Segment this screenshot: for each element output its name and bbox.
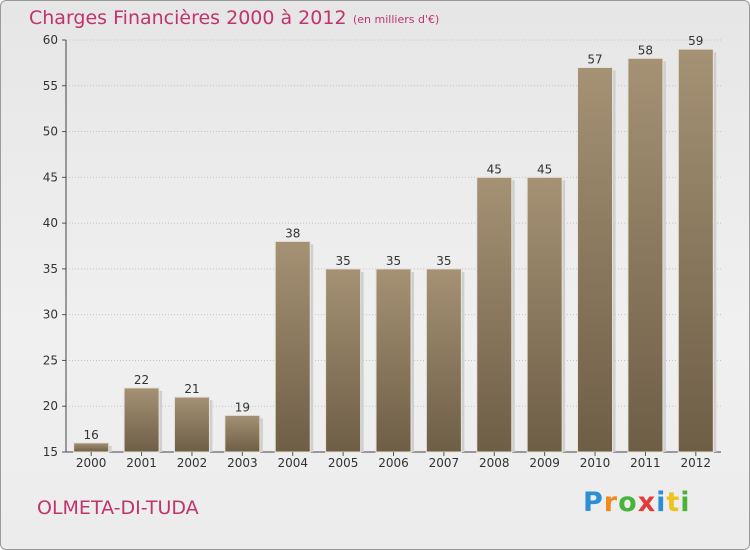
y-tick-label: 35 [43, 262, 58, 276]
bar [123, 387, 160, 453]
x-tick-label: 2011 [630, 456, 661, 470]
x-tick-label: 2006 [378, 456, 409, 470]
bar-value-label: 57 [587, 52, 602, 66]
logo-letter: o [618, 487, 638, 518]
y-tick-label: 60 [43, 33, 58, 47]
bar-value-label: 45 [537, 162, 552, 176]
chart-subtitle: (en milliers d'€) [353, 13, 440, 26]
y-tick-label: 55 [43, 79, 58, 93]
logo-letter: i [680, 487, 691, 518]
bar [274, 240, 311, 453]
logo-letter: t [666, 487, 681, 518]
bar [577, 66, 614, 453]
bar [224, 414, 261, 453]
bar [375, 268, 412, 453]
x-tick-label: 2002 [177, 456, 208, 470]
proxiti-logo: Proxiti [583, 487, 691, 518]
bar [73, 442, 110, 453]
y-tick-label: 50 [43, 125, 58, 139]
x-tick-label: 2003 [227, 456, 258, 470]
bar [627, 57, 664, 453]
y-tick-label: 40 [43, 216, 58, 230]
bar-value-label: 45 [487, 162, 502, 176]
bar [677, 48, 714, 453]
bar-value-label: 35 [386, 254, 401, 268]
bar-value-label: 21 [184, 382, 199, 396]
bar-value-label: 58 [638, 43, 653, 57]
x-tick-label: 2010 [580, 456, 611, 470]
y-tick-label: 30 [43, 308, 58, 322]
bar-value-label: 35 [436, 254, 451, 268]
logo-letter: x [637, 487, 657, 518]
bar-value-label: 35 [335, 254, 350, 268]
bar [476, 176, 513, 453]
x-tick-label: 2012 [681, 456, 712, 470]
logo-letter: i [656, 487, 667, 518]
y-tick-label: 20 [43, 399, 58, 413]
chart-title: Charges Financières 2000 à 2012 [29, 7, 347, 29]
bar [325, 268, 362, 453]
bar-value-label: 16 [84, 428, 99, 442]
bar-value-label: 38 [285, 226, 300, 240]
x-tick-label: 2007 [429, 456, 460, 470]
x-tick-label: 2001 [126, 456, 157, 470]
x-tick-label: 2009 [529, 456, 560, 470]
commune-name: OLMETA-DI-TUDA [37, 497, 199, 519]
x-tick-label: 2008 [479, 456, 510, 470]
bar-value-label: 22 [134, 373, 149, 387]
bar [173, 396, 210, 453]
y-tick-label: 15 [43, 445, 58, 459]
logo-letter: r [603, 487, 619, 518]
x-tick-label: 2000 [76, 456, 107, 470]
bar-value-label: 59 [688, 34, 703, 48]
bar-value-label: 19 [235, 400, 250, 414]
x-tick-label: 2005 [328, 456, 359, 470]
logo-letter: P [583, 487, 604, 518]
bar [526, 176, 563, 453]
y-tick-label: 45 [43, 170, 58, 184]
bar [425, 268, 462, 453]
y-tick-label: 25 [43, 353, 58, 367]
x-tick-label: 2004 [277, 456, 308, 470]
